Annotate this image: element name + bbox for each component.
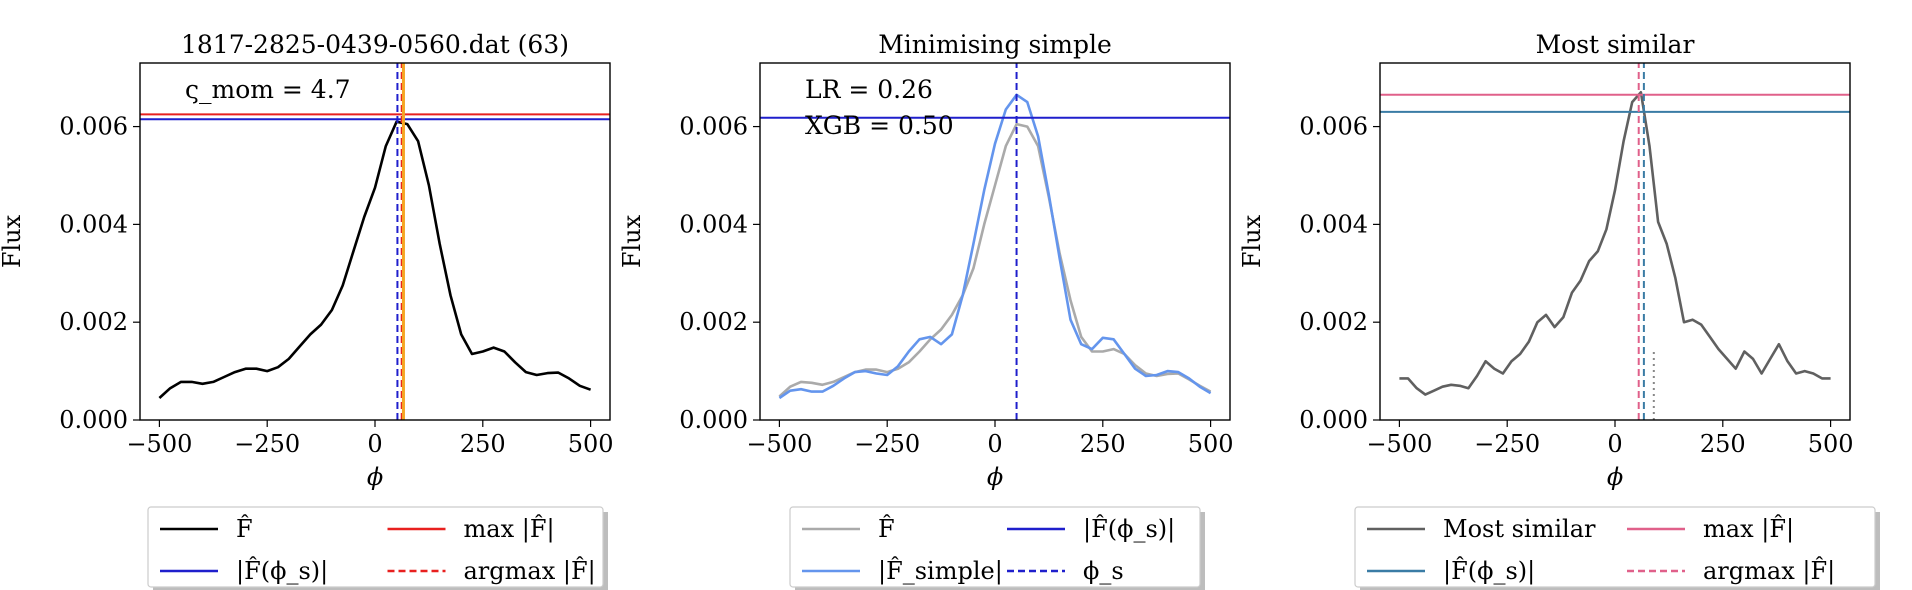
series-line-0 bbox=[778, 122, 1212, 398]
legend-label: F̂ bbox=[236, 515, 253, 543]
legend-label: max |F̂| bbox=[1703, 515, 1794, 544]
legend-label: Most similar bbox=[1443, 515, 1596, 543]
annotation-text: XGB = 0.50 bbox=[805, 111, 954, 140]
y-axis-label: Flux bbox=[1238, 214, 1266, 268]
x-tick-label: 250 bbox=[460, 430, 506, 458]
y-tick-label: 0.006 bbox=[679, 113, 748, 141]
x-tick-label: 500 bbox=[568, 430, 614, 458]
x-tick-label: −500 bbox=[1366, 430, 1432, 458]
x-tick-label: 500 bbox=[1188, 430, 1234, 458]
panel-right: Most similar −500 −250 0 250 500 0.000 0.002 0.0… bbox=[1238, 30, 1880, 590]
annotation-text: LR = 0.26 bbox=[805, 75, 933, 104]
axes-frame bbox=[139, 62, 611, 421]
legend-label: |F̂(ϕ_s)| bbox=[1443, 557, 1535, 586]
chart-title: Most similar bbox=[1536, 30, 1695, 59]
x-tick-label: 250 bbox=[1700, 430, 1746, 458]
panel-left: 1817-2825-0439-0560.dat (63) −500 −250 0 250… bbox=[0, 30, 614, 590]
y-tick-label: 0.002 bbox=[59, 308, 128, 336]
y-tick-label: 0.004 bbox=[59, 210, 128, 238]
legend-box bbox=[789, 506, 1201, 588]
y-tick-label: 0.006 bbox=[59, 113, 128, 141]
x-tick-label: 0 bbox=[367, 430, 382, 458]
legend-label: ϕ_s bbox=[1083, 557, 1124, 585]
x-tick-label: −500 bbox=[126, 430, 192, 458]
series-line-0 bbox=[1399, 91, 1831, 396]
panel-middle: Minimising simple −500 −250 0 250 500 0.000 0.0… bbox=[618, 30, 1234, 590]
x-tick-label: 0 bbox=[1607, 430, 1622, 458]
y-tick-label: 0.006 bbox=[1299, 113, 1368, 141]
y-tick-label: 0.004 bbox=[1299, 210, 1368, 238]
y-tick-label: 0.000 bbox=[1299, 406, 1368, 434]
x-axis-label: ϕ bbox=[1607, 463, 1623, 491]
chart-title: Minimising simple bbox=[878, 30, 1112, 59]
x-tick-label: −500 bbox=[746, 430, 812, 458]
legend-box bbox=[1354, 506, 1876, 588]
legend-label: |F̂(ϕ_s)| bbox=[1083, 515, 1175, 544]
legend-label: F̂ bbox=[878, 515, 895, 543]
x-tick-label: −250 bbox=[1474, 430, 1540, 458]
x-axis-label: ϕ bbox=[367, 463, 383, 491]
chart-title: 1817-2825-0439-0560.dat (63) bbox=[181, 30, 569, 59]
plot-area bbox=[140, 63, 610, 420]
x-tick-label: 250 bbox=[1080, 430, 1126, 458]
y-tick-label: 0.000 bbox=[59, 406, 128, 434]
legend-box bbox=[147, 506, 604, 588]
x-tick-label: 500 bbox=[1808, 430, 1854, 458]
x-axis-label: ϕ bbox=[987, 463, 1003, 491]
x-tick-label: −250 bbox=[854, 430, 920, 458]
plot-area bbox=[760, 63, 1230, 420]
y-tick-label: 0.002 bbox=[679, 308, 748, 336]
legend-label: argmax |F̂| bbox=[1703, 557, 1835, 586]
x-tick-label: −250 bbox=[234, 430, 300, 458]
legend-label: |F̂(ϕ_s)| bbox=[236, 557, 328, 586]
legend: Most similar max |F̂| |F̂(ϕ_s)| argmax |F̂| bbox=[1354, 506, 1880, 590]
legend: F̂ |F̂(ϕ_s)| |F̂_simple| ϕ_s bbox=[789, 506, 1205, 590]
x-tick-label: 0 bbox=[987, 430, 1002, 458]
legend: F̂ max |F̂| |F̂(ϕ_s)| argmax |F̂| bbox=[147, 506, 608, 590]
y-axis-label: Flux bbox=[0, 214, 26, 268]
series-line-1 bbox=[778, 93, 1212, 400]
y-axis-label: Flux bbox=[618, 214, 646, 268]
legend-label: |F̂_simple| bbox=[878, 557, 1003, 586]
axes-frame bbox=[1379, 62, 1851, 421]
series-line-0 bbox=[158, 120, 592, 399]
plot-area bbox=[1380, 63, 1850, 420]
y-tick-label: 0.002 bbox=[1299, 308, 1368, 336]
legend-label: max |F̂| bbox=[464, 515, 555, 544]
annotation-text: ς_mom = 4.7 bbox=[185, 75, 351, 104]
y-tick-label: 0.000 bbox=[679, 406, 748, 434]
y-tick-label: 0.004 bbox=[679, 210, 748, 238]
legend-label: argmax |F̂| bbox=[464, 557, 596, 586]
